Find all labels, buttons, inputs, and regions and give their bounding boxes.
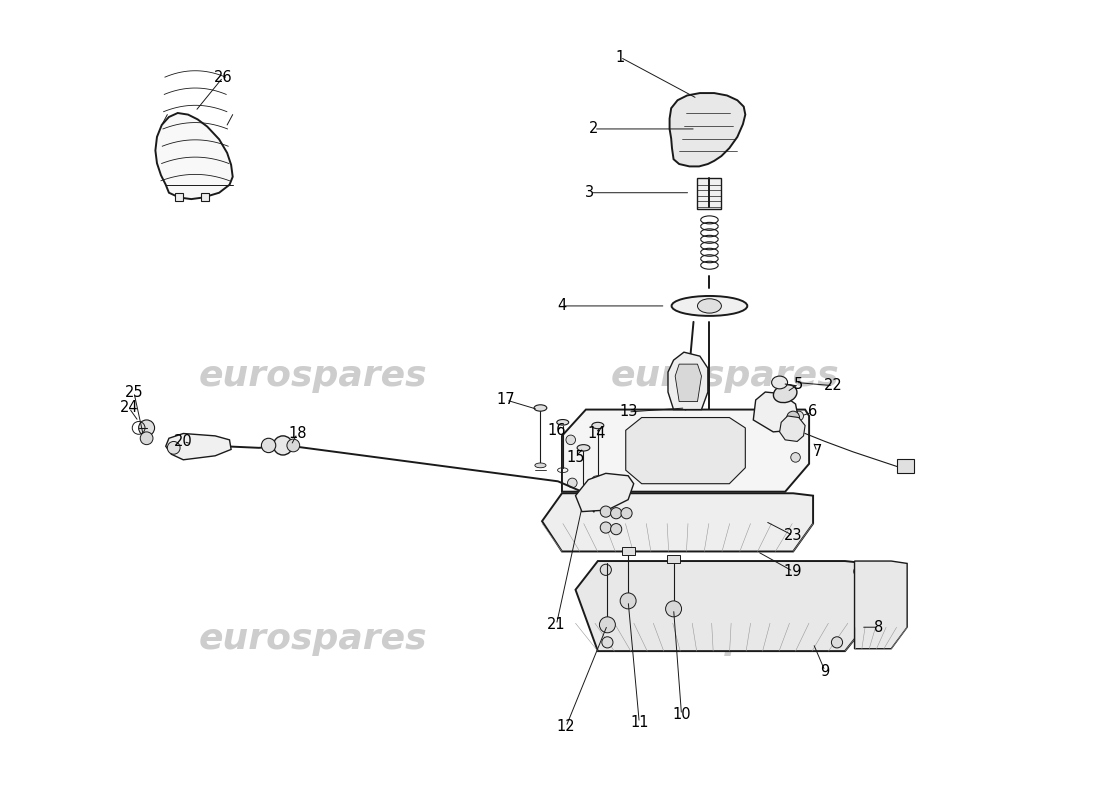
- Text: 14: 14: [587, 426, 605, 441]
- Bar: [697, 178, 722, 209]
- Circle shape: [621, 508, 632, 518]
- Circle shape: [262, 438, 276, 453]
- Bar: [621, 547, 635, 555]
- Circle shape: [854, 566, 865, 577]
- Text: 15: 15: [566, 450, 585, 465]
- Ellipse shape: [592, 422, 604, 429]
- Polygon shape: [855, 561, 908, 649]
- Text: 21: 21: [547, 618, 565, 632]
- Circle shape: [620, 593, 636, 609]
- Polygon shape: [754, 392, 799, 432]
- Polygon shape: [575, 474, 634, 512]
- Ellipse shape: [672, 296, 747, 316]
- Bar: [896, 459, 914, 474]
- Polygon shape: [668, 352, 708, 410]
- Polygon shape: [626, 418, 746, 484]
- Circle shape: [601, 564, 612, 575]
- Circle shape: [274, 436, 293, 455]
- Circle shape: [601, 522, 612, 533]
- Circle shape: [139, 420, 155, 436]
- Bar: [668, 555, 680, 563]
- Text: 8: 8: [873, 620, 883, 634]
- Text: 22: 22: [824, 378, 843, 393]
- Text: 10: 10: [672, 707, 691, 722]
- Text: 6: 6: [808, 405, 817, 419]
- Polygon shape: [155, 113, 233, 199]
- Circle shape: [568, 478, 578, 488]
- Text: 18: 18: [288, 426, 307, 441]
- Ellipse shape: [697, 298, 722, 313]
- Ellipse shape: [535, 463, 546, 468]
- Text: 16: 16: [547, 422, 565, 438]
- Text: 25: 25: [124, 385, 143, 399]
- Ellipse shape: [578, 445, 590, 451]
- Circle shape: [565, 435, 575, 445]
- Text: 5: 5: [794, 377, 803, 391]
- Circle shape: [600, 617, 615, 633]
- Text: 20: 20: [174, 434, 192, 449]
- Text: 4: 4: [558, 298, 566, 314]
- Polygon shape: [670, 93, 746, 166]
- Circle shape: [287, 439, 299, 452]
- Circle shape: [791, 453, 801, 462]
- Ellipse shape: [773, 385, 798, 402]
- Polygon shape: [562, 410, 810, 492]
- Text: 12: 12: [557, 719, 575, 734]
- Circle shape: [794, 411, 803, 421]
- Polygon shape: [780, 416, 805, 442]
- Text: eurospares: eurospares: [612, 359, 839, 393]
- Text: 23: 23: [784, 528, 802, 543]
- Text: 1: 1: [616, 50, 625, 65]
- Circle shape: [140, 432, 153, 445]
- Ellipse shape: [771, 376, 788, 389]
- Circle shape: [832, 637, 843, 648]
- Polygon shape: [575, 561, 867, 651]
- Text: 19: 19: [784, 564, 802, 579]
- Circle shape: [786, 411, 800, 424]
- Ellipse shape: [557, 419, 569, 425]
- Text: eurospares: eurospares: [199, 359, 428, 393]
- Circle shape: [167, 442, 180, 454]
- Text: 9: 9: [821, 663, 829, 678]
- Ellipse shape: [535, 405, 547, 411]
- Text: 26: 26: [213, 70, 232, 85]
- Circle shape: [610, 508, 621, 518]
- Circle shape: [666, 601, 682, 617]
- Polygon shape: [542, 494, 813, 551]
- Polygon shape: [166, 434, 231, 460]
- Text: 3: 3: [585, 186, 594, 200]
- Text: eurospares: eurospares: [199, 622, 428, 656]
- Text: eurospares: eurospares: [612, 622, 839, 656]
- Text: 7: 7: [813, 444, 822, 459]
- Text: 11: 11: [630, 715, 649, 730]
- Circle shape: [601, 506, 612, 517]
- Polygon shape: [175, 193, 184, 201]
- Circle shape: [610, 523, 621, 534]
- Text: 2: 2: [590, 122, 598, 137]
- Text: 13: 13: [619, 405, 637, 419]
- Polygon shape: [201, 193, 209, 201]
- Circle shape: [602, 637, 613, 648]
- Text: 24: 24: [120, 401, 139, 415]
- Text: 17: 17: [497, 393, 516, 407]
- Polygon shape: [675, 364, 702, 402]
